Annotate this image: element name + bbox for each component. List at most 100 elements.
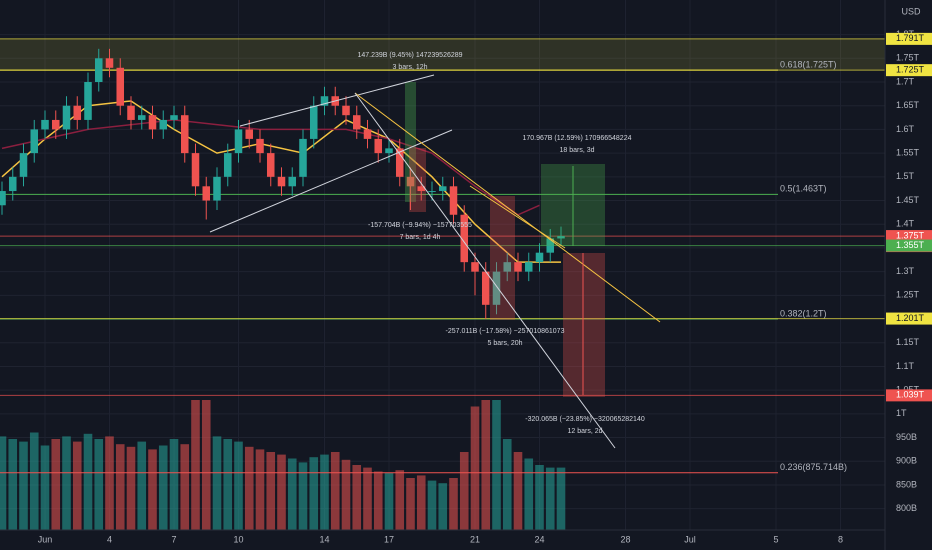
price-axis — [885, 0, 932, 550]
volume-bar — [556, 467, 566, 530]
y-tick-label: 1.5T — [896, 171, 915, 181]
volume-bar — [234, 441, 243, 530]
candle-body — [288, 176, 297, 187]
candle-body — [449, 186, 458, 215]
trend-line — [354, 92, 616, 449]
channel-line — [239, 74, 435, 127]
measure-bars: 5 bars, 20h — [487, 340, 522, 347]
price-label-bg — [886, 389, 932, 402]
volume-bar — [330, 452, 340, 530]
x-tick-label: 17 — [384, 534, 394, 544]
volume-bar — [298, 462, 308, 530]
y-tick-label: 900B — [896, 456, 917, 466]
candle-body — [73, 105, 82, 120]
x-tick-label: Jul — [684, 534, 696, 544]
candle-body — [428, 191, 436, 193]
candle-body — [374, 138, 383, 154]
x-tick-label: 4 — [107, 534, 112, 544]
volume-bar — [180, 444, 190, 530]
measure-text: -320.065B (−23.85%) −320065282140 — [525, 416, 645, 423]
candle-body — [19, 153, 28, 177]
price-label-bg — [886, 32, 932, 45]
x-tick-label: 10 — [233, 534, 243, 544]
volume-bar — [8, 439, 18, 530]
candle-body — [159, 119, 168, 130]
fib-label: 0.382(1.2T) — [780, 308, 827, 318]
volume-bar — [212, 436, 222, 530]
candle-body — [492, 271, 501, 305]
price-label-bg — [886, 239, 932, 252]
volume-bar — [287, 458, 297, 530]
candle-body — [524, 262, 533, 272]
measure-bars: 3 bars, 12h — [392, 64, 427, 71]
candle-body — [191, 153, 200, 187]
y-tick-label: 1T — [896, 408, 907, 418]
candle-body — [266, 153, 275, 177]
y-tick-label: 850B — [896, 479, 917, 489]
price-label-bg — [886, 64, 932, 77]
volume-bar — [72, 441, 82, 530]
volume-bar — [62, 436, 71, 530]
y-tick-label: 1.75T — [896, 53, 920, 63]
measure-box — [405, 82, 416, 202]
candle-body — [299, 138, 307, 177]
volume-bar — [29, 432, 39, 530]
candle-body — [41, 119, 49, 130]
candle-body — [352, 115, 361, 130]
y-tick-label: 800B — [896, 503, 917, 513]
volume-bar — [438, 483, 448, 530]
candle-body — [116, 67, 125, 106]
candle-body — [180, 115, 189, 154]
volume-bar — [148, 449, 157, 530]
volume-bar — [83, 433, 93, 530]
currency: USD — [901, 6, 921, 16]
candle-body — [245, 129, 254, 139]
channel-line — [209, 129, 453, 233]
volume-bar — [309, 457, 319, 530]
candle-body — [51, 119, 60, 130]
fib-label: 0.618(1.725T) — [780, 60, 837, 70]
volume-bar — [545, 467, 555, 530]
candle-body — [417, 186, 426, 192]
y-tick-label: 1.45T — [896, 195, 920, 205]
candle-body — [514, 262, 522, 272]
candle-body — [460, 214, 469, 263]
candle-body — [223, 153, 232, 177]
price-label-bg — [886, 312, 932, 325]
volume-bar — [320, 454, 329, 530]
price-label: 1.039T — [896, 390, 925, 400]
candle-body — [503, 262, 512, 272]
fib-label: 0.236(875.714B) — [780, 462, 847, 472]
candle-body — [385, 148, 393, 154]
volume-bar — [169, 439, 179, 530]
volume-bar — [94, 439, 104, 530]
fib-label: 0.5(1.463T) — [780, 184, 827, 194]
measure-box — [409, 148, 426, 212]
volume-bar — [459, 452, 469, 530]
x-tick-label: 5 — [773, 534, 778, 544]
measure-box — [490, 196, 515, 320]
y-tick-label: 1.25T — [896, 290, 920, 300]
drawings — [209, 74, 661, 449]
volume-bar — [373, 471, 383, 530]
candle-body — [363, 129, 372, 139]
candle-body — [30, 129, 39, 154]
volume-bar — [277, 454, 286, 530]
volume-bar — [470, 406, 480, 530]
volume-bar — [492, 400, 501, 530]
volume-bar — [137, 441, 147, 530]
volume-bar — [115, 444, 125, 530]
candle-body — [202, 186, 211, 201]
y-tick-label: 1.6T — [896, 124, 915, 134]
volume-bar — [524, 458, 534, 530]
volume-bar — [223, 439, 233, 530]
trend-line — [354, 92, 661, 323]
candle-body — [535, 252, 544, 263]
candle-body — [277, 176, 286, 187]
volume-bar — [126, 446, 136, 530]
candle-body — [481, 271, 490, 305]
volume-bar — [535, 465, 544, 530]
volume-bar — [51, 439, 61, 530]
candle-body — [557, 236, 565, 239]
candle-body — [406, 176, 415, 187]
